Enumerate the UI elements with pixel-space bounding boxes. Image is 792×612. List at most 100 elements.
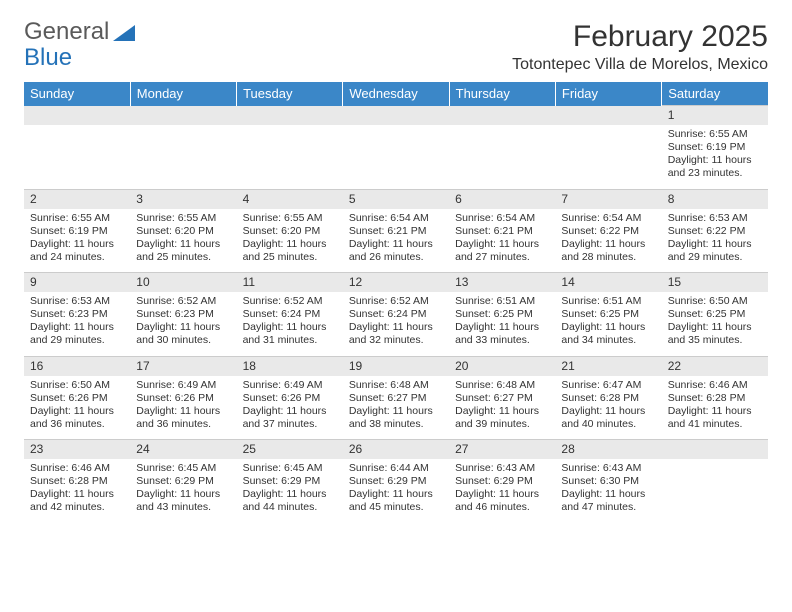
sunset-text: Sunset: 6:29 PM [136, 475, 230, 488]
day-cell: Sunrise: 6:51 AMSunset: 6:25 PMDaylight:… [449, 292, 555, 356]
weekday-header: Wednesday [343, 82, 449, 106]
daylight-text: Daylight: 11 hours and 31 minutes. [243, 321, 337, 347]
sunrise-text: Sunrise: 6:44 AM [349, 462, 443, 475]
sunset-text: Sunset: 6:24 PM [349, 308, 443, 321]
day-number: 15 [662, 273, 768, 293]
sunrise-text: Sunrise: 6:43 AM [455, 462, 549, 475]
day-cell: Sunrise: 6:55 AMSunset: 6:20 PMDaylight:… [130, 209, 236, 273]
sunrise-text: Sunrise: 6:43 AM [561, 462, 655, 475]
day-number [555, 106, 661, 126]
daylight-text: Daylight: 11 hours and 33 minutes. [455, 321, 549, 347]
day-number: 2 [24, 189, 130, 209]
daylight-text: Daylight: 11 hours and 36 minutes. [30, 405, 124, 431]
day-cell: Sunrise: 6:54 AMSunset: 6:21 PMDaylight:… [343, 209, 449, 273]
day-number: 25 [237, 440, 343, 460]
sunrise-text: Sunrise: 6:53 AM [30, 295, 124, 308]
daynum-row: 16171819202122 [24, 356, 768, 376]
day-cell: Sunrise: 6:53 AMSunset: 6:23 PMDaylight:… [24, 292, 130, 356]
daylight-text: Daylight: 11 hours and 41 minutes. [668, 405, 762, 431]
day-cell: Sunrise: 6:52 AMSunset: 6:23 PMDaylight:… [130, 292, 236, 356]
sunrise-text: Sunrise: 6:45 AM [243, 462, 337, 475]
day-cell: Sunrise: 6:52 AMSunset: 6:24 PMDaylight:… [237, 292, 343, 356]
day-number: 26 [343, 440, 449, 460]
day-number: 17 [130, 356, 236, 376]
header: General February 2025 Totontepec Villa d… [24, 20, 768, 74]
sunset-text: Sunset: 6:25 PM [561, 308, 655, 321]
day-number: 3 [130, 189, 236, 209]
logo-word2: Blue [24, 44, 72, 71]
day-cell [343, 125, 449, 189]
sunset-text: Sunset: 6:23 PM [136, 308, 230, 321]
content-row: Sunrise: 6:46 AMSunset: 6:28 PMDaylight:… [24, 459, 768, 523]
month-title: February 2025 [512, 20, 768, 54]
logo-line2: Blue [24, 44, 72, 72]
weekday-header: Monday [130, 82, 236, 106]
sunrise-text: Sunrise: 6:48 AM [455, 379, 549, 392]
sunset-text: Sunset: 6:20 PM [136, 225, 230, 238]
day-number: 13 [449, 273, 555, 293]
day-cell: Sunrise: 6:50 AMSunset: 6:26 PMDaylight:… [24, 376, 130, 440]
day-number: 20 [449, 356, 555, 376]
sunrise-text: Sunrise: 6:49 AM [243, 379, 337, 392]
day-cell: Sunrise: 6:54 AMSunset: 6:21 PMDaylight:… [449, 209, 555, 273]
sunrise-text: Sunrise: 6:53 AM [668, 212, 762, 225]
sunrise-text: Sunrise: 6:46 AM [30, 462, 124, 475]
day-cell: Sunrise: 6:48 AMSunset: 6:27 PMDaylight:… [449, 376, 555, 440]
sunset-text: Sunset: 6:27 PM [455, 392, 549, 405]
weekday-header: Sunday [24, 82, 130, 106]
sunset-text: Sunset: 6:26 PM [243, 392, 337, 405]
daylight-text: Daylight: 11 hours and 47 minutes. [561, 488, 655, 514]
day-cell: Sunrise: 6:53 AMSunset: 6:22 PMDaylight:… [662, 209, 768, 273]
sunset-text: Sunset: 6:20 PM [243, 225, 337, 238]
day-number [237, 106, 343, 126]
day-number: 7 [555, 189, 661, 209]
sunrise-text: Sunrise: 6:55 AM [243, 212, 337, 225]
day-number: 12 [343, 273, 449, 293]
content-row: Sunrise: 6:55 AMSunset: 6:19 PMDaylight:… [24, 209, 768, 273]
daynum-row: 232425262728 [24, 440, 768, 460]
day-cell: Sunrise: 6:50 AMSunset: 6:25 PMDaylight:… [662, 292, 768, 356]
sunrise-text: Sunrise: 6:48 AM [349, 379, 443, 392]
sunset-text: Sunset: 6:30 PM [561, 475, 655, 488]
sunrise-text: Sunrise: 6:47 AM [561, 379, 655, 392]
day-cell [130, 125, 236, 189]
weekday-header: Thursday [449, 82, 555, 106]
sunset-text: Sunset: 6:28 PM [561, 392, 655, 405]
day-cell: Sunrise: 6:49 AMSunset: 6:26 PMDaylight:… [237, 376, 343, 440]
weekday-header: Friday [555, 82, 661, 106]
daylight-text: Daylight: 11 hours and 32 minutes. [349, 321, 443, 347]
sunrise-text: Sunrise: 6:52 AM [243, 295, 337, 308]
daylight-text: Daylight: 11 hours and 26 minutes. [349, 238, 443, 264]
day-cell: Sunrise: 6:49 AMSunset: 6:26 PMDaylight:… [130, 376, 236, 440]
daylight-text: Daylight: 11 hours and 39 minutes. [455, 405, 549, 431]
daynum-row: 2345678 [24, 189, 768, 209]
day-cell: Sunrise: 6:45 AMSunset: 6:29 PMDaylight:… [130, 459, 236, 523]
daylight-text: Daylight: 11 hours and 37 minutes. [243, 405, 337, 431]
daylight-text: Daylight: 11 hours and 43 minutes. [136, 488, 230, 514]
sunset-text: Sunset: 6:29 PM [349, 475, 443, 488]
logo-word1: General [24, 20, 109, 44]
content-row: Sunrise: 6:50 AMSunset: 6:26 PMDaylight:… [24, 376, 768, 440]
day-number: 11 [237, 273, 343, 293]
sunset-text: Sunset: 6:25 PM [455, 308, 549, 321]
location: Totontepec Villa de Morelos, Mexico [512, 56, 768, 74]
content-row: Sunrise: 6:55 AMSunset: 6:19 PMDaylight:… [24, 125, 768, 189]
day-number [130, 106, 236, 126]
sunrise-text: Sunrise: 6:55 AM [668, 128, 762, 141]
weekday-header: Saturday [662, 82, 768, 106]
day-cell: Sunrise: 6:45 AMSunset: 6:29 PMDaylight:… [237, 459, 343, 523]
sunset-text: Sunset: 6:24 PM [243, 308, 337, 321]
sunrise-text: Sunrise: 6:54 AM [455, 212, 549, 225]
sunset-text: Sunset: 6:23 PM [30, 308, 124, 321]
sunset-text: Sunset: 6:22 PM [561, 225, 655, 238]
day-cell [24, 125, 130, 189]
day-number [662, 440, 768, 460]
day-cell [555, 125, 661, 189]
sunrise-text: Sunrise: 6:51 AM [455, 295, 549, 308]
daylight-text: Daylight: 11 hours and 35 minutes. [668, 321, 762, 347]
day-number: 16 [24, 356, 130, 376]
sunset-text: Sunset: 6:27 PM [349, 392, 443, 405]
sunset-text: Sunset: 6:26 PM [136, 392, 230, 405]
day-number: 24 [130, 440, 236, 460]
sunset-text: Sunset: 6:25 PM [668, 308, 762, 321]
